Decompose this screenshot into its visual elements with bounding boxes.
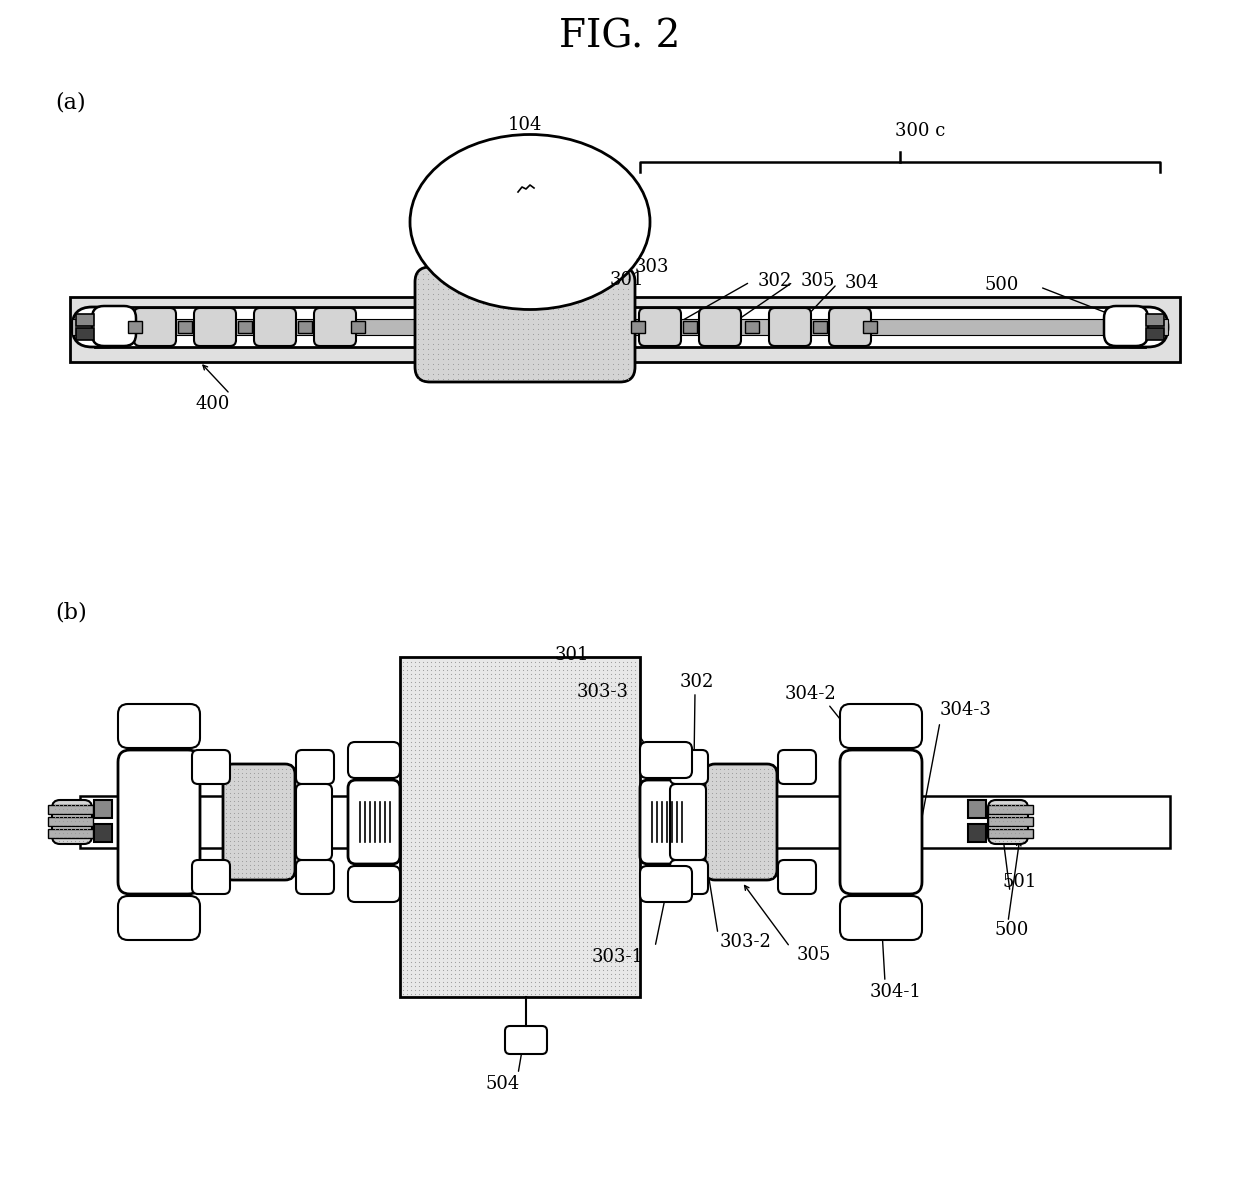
FancyBboxPatch shape (777, 750, 816, 784)
FancyBboxPatch shape (348, 865, 401, 902)
FancyBboxPatch shape (296, 859, 334, 894)
Text: 304-3: 304-3 (940, 701, 992, 719)
Text: 305: 305 (801, 272, 836, 290)
FancyBboxPatch shape (670, 859, 708, 894)
Bar (298, 321, 312, 333)
FancyBboxPatch shape (118, 704, 200, 748)
Ellipse shape (410, 135, 650, 309)
Text: 301: 301 (610, 270, 645, 288)
FancyBboxPatch shape (348, 780, 401, 864)
FancyBboxPatch shape (988, 801, 1028, 844)
Text: 500: 500 (985, 276, 1019, 294)
Text: 301: 301 (556, 645, 589, 664)
Bar (745, 321, 759, 333)
Bar (238, 321, 252, 333)
FancyBboxPatch shape (92, 307, 136, 346)
FancyBboxPatch shape (348, 742, 401, 778)
Bar (48, 829, 93, 838)
Text: 304-1: 304-1 (870, 983, 921, 1001)
FancyBboxPatch shape (670, 750, 708, 784)
Bar (72, 319, 1168, 335)
FancyBboxPatch shape (706, 764, 777, 880)
FancyBboxPatch shape (118, 750, 200, 894)
Text: 304-2: 304-2 (785, 685, 837, 703)
Text: 104: 104 (508, 117, 542, 133)
Bar (968, 825, 986, 841)
Text: 504: 504 (486, 1075, 520, 1093)
Bar (988, 829, 1033, 838)
Text: 305: 305 (797, 946, 831, 964)
FancyBboxPatch shape (839, 750, 923, 894)
FancyBboxPatch shape (134, 308, 176, 346)
FancyBboxPatch shape (72, 307, 126, 347)
Text: 501: 501 (1002, 873, 1037, 891)
Bar (1146, 314, 1164, 326)
Bar (95, 307, 1145, 347)
Text: 302: 302 (680, 673, 714, 691)
Text: 302: 302 (758, 272, 792, 290)
FancyBboxPatch shape (223, 764, 295, 880)
Bar (988, 817, 1033, 826)
Bar (48, 805, 93, 814)
Text: 300 c: 300 c (895, 121, 945, 139)
FancyBboxPatch shape (192, 859, 229, 894)
FancyBboxPatch shape (1114, 307, 1168, 347)
Text: (a): (a) (55, 91, 86, 113)
FancyBboxPatch shape (52, 801, 92, 844)
Bar (94, 801, 112, 819)
FancyBboxPatch shape (192, 750, 229, 784)
FancyBboxPatch shape (505, 1027, 547, 1054)
Bar (1146, 328, 1164, 340)
FancyBboxPatch shape (639, 308, 681, 346)
Text: 303: 303 (635, 258, 670, 276)
Bar (179, 321, 192, 333)
Bar (631, 321, 645, 333)
FancyBboxPatch shape (830, 308, 870, 346)
Bar (988, 805, 1033, 814)
FancyBboxPatch shape (118, 895, 200, 940)
FancyBboxPatch shape (839, 895, 923, 940)
FancyBboxPatch shape (640, 780, 692, 864)
Text: 303-3: 303-3 (577, 683, 629, 701)
Text: 500: 500 (994, 921, 1029, 939)
FancyBboxPatch shape (769, 308, 811, 346)
Bar (81, 796, 1171, 847)
Bar (683, 321, 697, 333)
FancyBboxPatch shape (640, 742, 692, 778)
Text: FIG. 2: FIG. 2 (559, 18, 681, 55)
Bar (48, 817, 93, 826)
FancyBboxPatch shape (777, 859, 816, 894)
Bar (863, 321, 877, 333)
FancyBboxPatch shape (699, 308, 742, 346)
Text: 400: 400 (195, 395, 229, 413)
FancyBboxPatch shape (296, 750, 334, 784)
Bar (94, 825, 112, 841)
Bar (813, 321, 827, 333)
FancyBboxPatch shape (415, 267, 635, 382)
Bar (351, 321, 365, 333)
Bar (76, 328, 94, 340)
Bar (968, 801, 986, 819)
FancyBboxPatch shape (296, 784, 332, 859)
FancyBboxPatch shape (839, 704, 923, 748)
FancyBboxPatch shape (193, 308, 236, 346)
Bar (76, 314, 94, 326)
Text: 304: 304 (844, 274, 879, 292)
FancyBboxPatch shape (254, 308, 296, 346)
FancyBboxPatch shape (314, 308, 356, 346)
FancyBboxPatch shape (670, 784, 706, 859)
Bar (128, 321, 143, 333)
Bar (401, 657, 640, 996)
Bar (69, 297, 1180, 362)
FancyBboxPatch shape (640, 865, 692, 902)
FancyBboxPatch shape (1104, 307, 1148, 346)
Text: 303-2: 303-2 (720, 933, 771, 951)
Text: 303-1: 303-1 (591, 948, 644, 966)
Text: (b): (b) (55, 601, 87, 623)
